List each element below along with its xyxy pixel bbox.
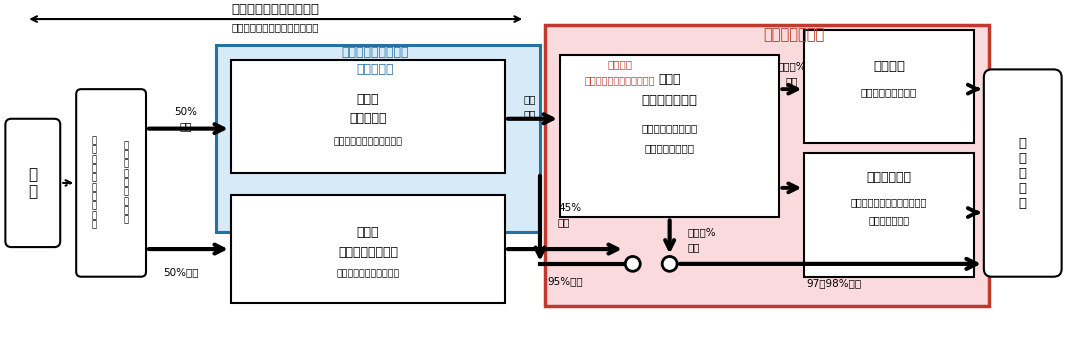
Text: マグマ: マグマ <box>356 226 379 239</box>
Text: やや深部に留まる: やや深部に留まる <box>338 245 398 258</box>
Text: マグマ: マグマ <box>356 93 379 105</box>
Text: 45%: 45% <box>557 203 581 212</box>
Text: 50%: 50% <box>174 107 197 117</box>
FancyBboxPatch shape <box>5 119 60 247</box>
Text: （噴火警戒レベル４～５）: （噴火警戒レベル４～５） <box>584 75 655 85</box>
Text: 噴石、降灰、ベースサージ、: 噴石、降灰、ベースサージ、 <box>851 198 928 208</box>
FancyBboxPatch shape <box>76 89 146 277</box>
Text: 浅部へ上昇: 浅部へ上昇 <box>349 112 386 125</box>
Text: マグマ: マグマ <box>658 73 681 86</box>
Bar <box>216 45 540 232</box>
Text: やや活発な群発地震活動: やや活発な群発地震活動 <box>336 269 399 278</box>
Text: 溶岩流、土石流: 溶岩流、土石流 <box>869 215 910 226</box>
Text: 程度: 程度 <box>523 109 536 119</box>
Text: 程度: 程度 <box>785 76 797 86</box>
Text: 程度: 程度 <box>180 121 193 131</box>
Text: 避難準備・避難: 避難準備・避難 <box>764 28 825 42</box>
Text: ２～３%: ２～３% <box>688 227 716 237</box>
Text: 程度: 程度 <box>688 242 700 252</box>
FancyBboxPatch shape <box>983 70 1061 277</box>
Text: 噴火予報（噴火警戒レベル１）: 噴火予報（噴火警戒レベル１） <box>232 22 320 32</box>
Text: ごく浅部へ上昇: ごく浅部へ上昇 <box>642 94 698 108</box>
Text: 陸域での噴火: 陸域での噴火 <box>867 172 912 185</box>
Text: 程度: 程度 <box>557 218 570 227</box>
Circle shape <box>662 256 677 271</box>
Bar <box>805 153 974 277</box>
Text: 顕著な火山性微動、: 顕著な火山性微動、 <box>642 124 698 134</box>
Text: 噴石、ベースサージ: 噴石、ベースサージ <box>861 87 917 97</box>
Text: 97～98%程度: 97～98%程度 <box>807 279 861 289</box>
Text: 95%程度: 95%程度 <box>547 277 583 287</box>
Bar <box>545 25 989 306</box>
Text: 極めて活発な群発地震活動: 極めて活発な群発地震活動 <box>334 137 402 146</box>
Text: 活
動
の
終
息: 活 動 の 終 息 <box>1019 136 1027 210</box>
Text: ２～３%: ２～３% <box>777 62 806 71</box>
Text: 活火山であることに留意: 活火山であることに留意 <box>232 3 320 16</box>
Text: 群
発
地
震
活
動
の
開
始: 群 発 地 震 活 動 の 開 始 <box>123 141 128 225</box>
Text: 深
部
か
ら
の
マ
グ
マ
上
昇: 深 部 か ら の マ グ マ 上 昇 <box>92 136 96 230</box>
Bar <box>231 195 505 303</box>
Text: 静
穂: 静 穂 <box>28 167 37 199</box>
Bar <box>805 30 974 143</box>
Text: 地震活動の見通しに: 地震活動の見通しに <box>341 46 409 59</box>
Text: 関する情報: 関する情報 <box>356 63 394 76</box>
Text: ５％: ５％ <box>523 94 536 104</box>
Bar <box>560 55 779 218</box>
Text: 海底噴火: 海底噴火 <box>873 60 905 73</box>
Bar <box>231 59 505 173</box>
Circle shape <box>625 256 640 271</box>
Text: 噴火警報: 噴火警報 <box>608 59 632 70</box>
Text: 50%程度: 50%程度 <box>163 267 199 277</box>
Text: 低周波地震の発生: 低周波地震の発生 <box>644 143 694 153</box>
